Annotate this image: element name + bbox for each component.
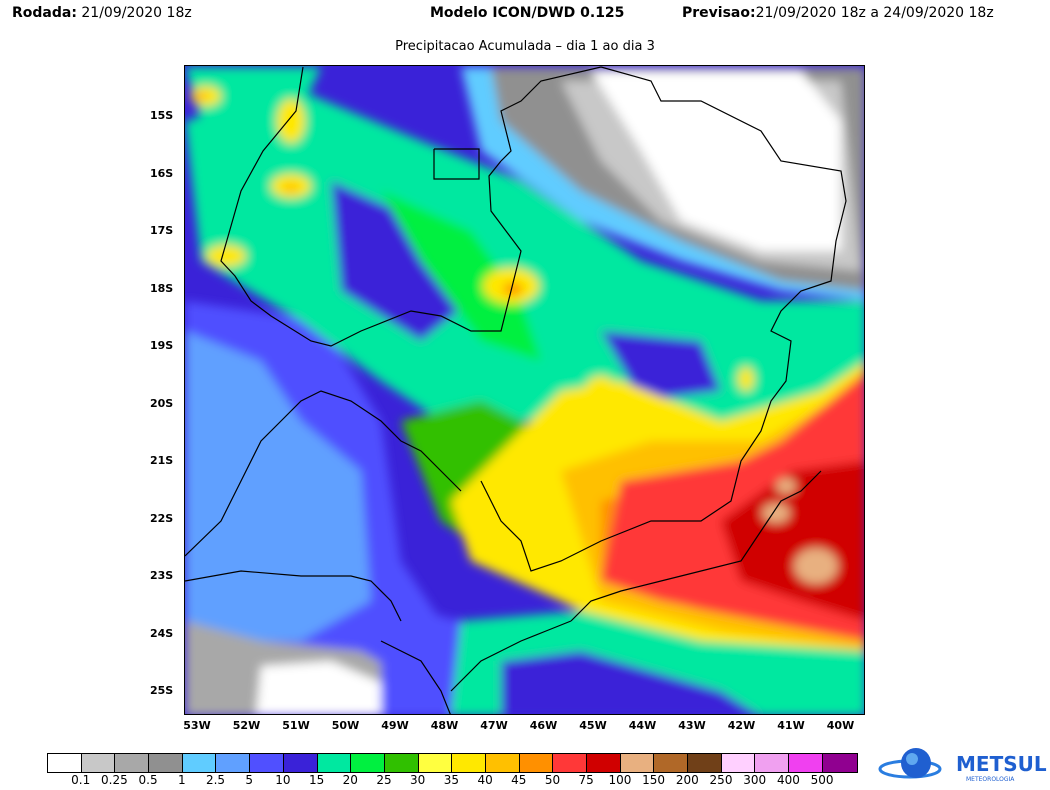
- legend-swatch: [587, 754, 621, 772]
- legend-swatch: [81, 754, 116, 772]
- color-legend: [47, 753, 858, 773]
- area-2.5mm: [185, 331, 371, 641]
- lon-label: 49W: [381, 719, 409, 732]
- legend-swatch: [418, 754, 453, 772]
- lat-label: 21S: [150, 454, 174, 467]
- legend-label: 400: [776, 773, 800, 787]
- legend-label: 0.1: [71, 773, 91, 787]
- legend-swatch: [721, 754, 756, 772]
- precipitation-map: [184, 65, 865, 715]
- lon-label: 44W: [628, 719, 657, 732]
- legend-swatch: [48, 754, 82, 772]
- legend-swatch: [519, 754, 554, 772]
- lon-label: 46W: [529, 719, 558, 732]
- legend-swatch: [283, 754, 318, 772]
- legend-label: 20: [342, 773, 358, 787]
- legend-swatch: [182, 754, 217, 772]
- legend-label: 10: [275, 773, 291, 787]
- legend-label: 25: [376, 773, 392, 787]
- legend-swatch: [149, 754, 183, 772]
- lat-label: 16S: [150, 167, 174, 180]
- legend-swatch: [317, 754, 352, 772]
- legend-swatch: [250, 754, 284, 772]
- legend-label: 45: [511, 773, 527, 787]
- legend-swatch: [789, 754, 823, 772]
- legend-label: 250: [709, 773, 733, 787]
- legend-swatch: [351, 754, 385, 772]
- legend-label: 100: [608, 773, 632, 787]
- legend-label: 30: [410, 773, 426, 787]
- lon-label: 45W: [579, 719, 607, 732]
- legend-swatch: [452, 754, 486, 772]
- legend-label: 200: [675, 773, 699, 787]
- legend-label: 150: [642, 773, 666, 787]
- lat-label: 23S: [150, 569, 174, 582]
- lat-label: 22S: [150, 512, 174, 525]
- legend-label: 50: [544, 773, 561, 787]
- svg-text:METSUL: METSUL: [956, 752, 1047, 776]
- legend-label: 0.5: [138, 773, 158, 787]
- lon-label: 53W: [183, 719, 211, 732]
- legend-swatch: [620, 754, 655, 772]
- legend-label: 1: [177, 773, 186, 787]
- map-subtitle: Precipitacao Acumulada – dia 1 ao dia 3: [395, 39, 655, 54]
- model-name: Modelo ICON/DWD 0.125: [430, 5, 625, 21]
- legend-swatch: [216, 754, 251, 772]
- legend-label: 40: [477, 773, 493, 787]
- area-150mm: [794, 548, 838, 584]
- run-time: Rodada: 21/09/2020 18z: [12, 5, 192, 21]
- legend-label: 500: [810, 773, 834, 787]
- svg-text:METEOROLOGIA: METEOROLOGIA: [966, 776, 1015, 783]
- legend-swatch: [115, 754, 150, 772]
- lat-label: 17S: [150, 224, 174, 237]
- lon-label: 47W: [480, 719, 508, 732]
- lon-label: 52W: [232, 719, 261, 732]
- lon-label: 48W: [430, 719, 459, 732]
- lon-label: 50W: [331, 719, 360, 732]
- legend-swatch: [755, 754, 790, 772]
- legend-label: 2.5: [205, 773, 226, 787]
- state-borders: [185, 66, 847, 714]
- legend-swatch: [485, 754, 520, 772]
- legend-label: 300: [743, 773, 767, 787]
- lon-label: 40W: [826, 719, 855, 732]
- lat-label: 19S: [150, 339, 174, 352]
- lon-label: 51W: [282, 719, 310, 732]
- lon-label: 41W: [777, 719, 805, 732]
- legend-label: 5: [245, 773, 254, 787]
- lon-label: 42W: [727, 719, 756, 732]
- lon-label: 43W: [678, 719, 706, 732]
- legend-label: 35: [443, 773, 460, 787]
- legend-swatch: [654, 754, 689, 772]
- legend-swatch: [688, 754, 722, 772]
- legend-label: 15: [308, 773, 325, 787]
- legend-label: 0.25: [101, 773, 128, 787]
- legend-swatch: [384, 754, 419, 772]
- forecast-period: Previsao:21/09/2020 18z a 24/09/2020 18z: [682, 5, 994, 21]
- legend-label: 75: [578, 773, 594, 787]
- lat-label: 15S: [150, 109, 174, 122]
- legend-swatch: [553, 754, 587, 772]
- lat-label: 24S: [150, 627, 174, 640]
- lat-label: 18S: [150, 282, 174, 295]
- metsul-logo: METSUL METEOROLOGIA: [878, 748, 1047, 783]
- lat-label: 25S: [150, 684, 174, 697]
- legend-swatch: [822, 754, 857, 772]
- lat-label: 20S: [150, 397, 174, 410]
- precipitation-field: [185, 66, 864, 714]
